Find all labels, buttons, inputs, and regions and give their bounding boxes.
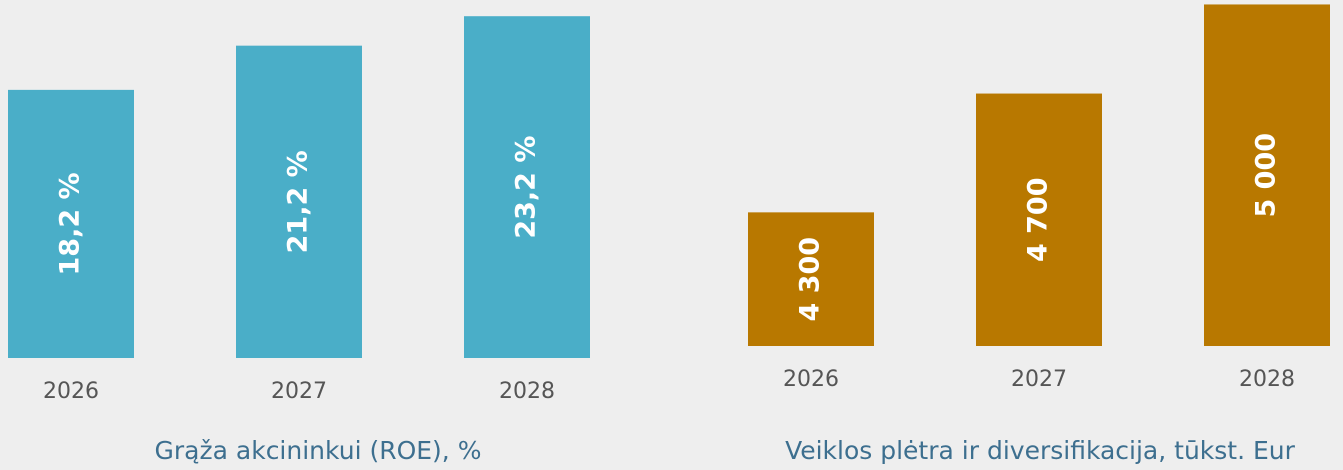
bar — [976, 93, 1102, 346]
chart-title: Grąža akcininkui (ROE), % — [155, 436, 482, 465]
x-tick-label: 2026 — [43, 379, 99, 404]
chart-title: Veiklos plėtra ir diversifikacija, tūkst… — [785, 436, 1296, 465]
value-label: 4 300 — [795, 237, 826, 322]
value-label: 5 000 — [1251, 133, 1282, 218]
x-tick-label: 2026 — [783, 367, 839, 392]
bar — [8, 89, 134, 358]
bar — [1204, 4, 1330, 347]
x-tick-label: 2028 — [1239, 367, 1295, 392]
value-label: 18,2 % — [55, 172, 86, 275]
x-tick-label: 2027 — [1011, 367, 1067, 392]
bar — [464, 16, 590, 359]
x-tick-label: 2028 — [499, 379, 555, 404]
bar — [236, 45, 362, 359]
value-label: 21,2 % — [283, 150, 314, 253]
value-label: 4 700 — [1023, 178, 1054, 263]
bar — [748, 212, 874, 346]
value-label: 23,2 % — [511, 136, 542, 239]
x-tick-label: 2027 — [271, 379, 327, 404]
